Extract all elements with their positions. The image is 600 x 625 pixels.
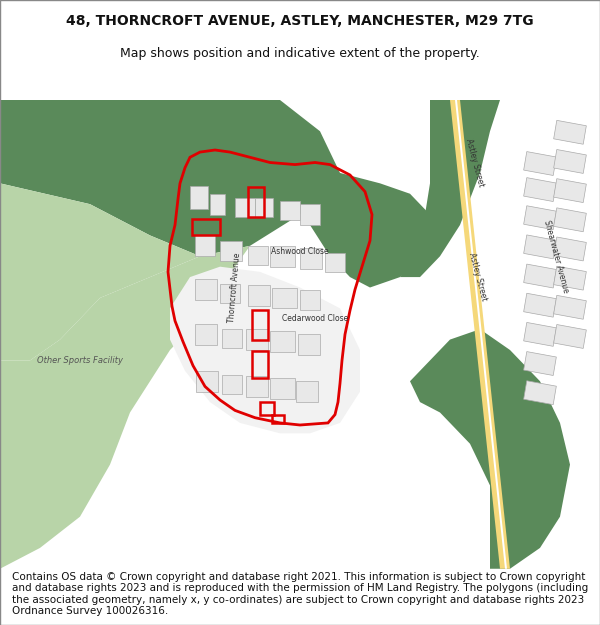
Bar	[554, 237, 586, 261]
Bar	[195, 279, 217, 300]
Bar	[325, 253, 345, 272]
Bar	[524, 264, 556, 288]
Text: Astley Street: Astley Street	[464, 138, 486, 188]
Bar	[252, 351, 268, 378]
Text: Thorncroft Avenue: Thorncroft Avenue	[227, 252, 242, 323]
Bar	[270, 246, 295, 267]
Bar	[298, 334, 320, 355]
Bar	[554, 208, 586, 232]
Bar	[554, 179, 586, 202]
Bar	[220, 284, 240, 303]
Bar	[270, 331, 295, 352]
Polygon shape	[170, 267, 360, 433]
Text: Ashwood Close: Ashwood Close	[271, 246, 329, 256]
Bar	[296, 381, 318, 402]
Polygon shape	[400, 100, 500, 277]
Text: Astley Street: Astley Street	[467, 252, 489, 302]
Bar	[220, 241, 242, 261]
Bar	[524, 177, 556, 201]
Bar	[524, 235, 556, 259]
Bar	[270, 378, 295, 399]
Bar	[554, 266, 586, 290]
Bar	[524, 381, 556, 404]
Bar	[210, 194, 225, 214]
Text: Contains OS data © Crown copyright and database right 2021. This information is : Contains OS data © Crown copyright and d…	[12, 571, 588, 616]
Bar	[252, 311, 268, 339]
Polygon shape	[450, 100, 510, 569]
Bar	[190, 186, 208, 209]
Bar	[524, 293, 556, 317]
Polygon shape	[300, 173, 430, 288]
Bar	[300, 204, 320, 225]
Polygon shape	[0, 246, 250, 569]
Bar	[196, 371, 218, 392]
Polygon shape	[410, 329, 570, 569]
Bar	[524, 206, 556, 229]
Bar	[524, 322, 556, 346]
Text: 48, THORNCROFT AVENUE, ASTLEY, MANCHESTER, M29 7TG: 48, THORNCROFT AVENUE, ASTLEY, MANCHESTE…	[66, 14, 534, 28]
Bar	[524, 352, 556, 376]
Bar	[195, 236, 215, 256]
Bar	[554, 149, 586, 173]
Bar	[248, 246, 268, 264]
Polygon shape	[0, 100, 340, 256]
Bar	[272, 288, 297, 308]
Bar	[235, 198, 255, 217]
Text: Other Sports Facility: Other Sports Facility	[37, 356, 123, 365]
Bar	[300, 248, 322, 269]
Bar	[195, 324, 217, 345]
Bar	[192, 219, 220, 236]
Text: Cedarwood Close: Cedarwood Close	[282, 314, 348, 323]
Bar	[248, 286, 270, 306]
Bar	[248, 188, 264, 217]
Text: Shearwater Avenue: Shearwater Avenue	[542, 219, 570, 294]
Polygon shape	[0, 183, 200, 361]
Bar	[554, 324, 586, 348]
Bar	[222, 375, 242, 394]
Bar	[524, 152, 556, 176]
Bar	[554, 121, 586, 144]
Bar	[554, 296, 586, 319]
Bar	[246, 329, 268, 350]
Bar	[222, 329, 242, 348]
Bar	[280, 201, 300, 220]
Bar	[272, 414, 284, 423]
Bar	[300, 289, 320, 311]
Text: Map shows position and indicative extent of the property.: Map shows position and indicative extent…	[120, 48, 480, 61]
Polygon shape	[455, 100, 507, 569]
Bar	[260, 402, 274, 414]
Bar	[246, 376, 268, 397]
Bar	[255, 198, 273, 217]
